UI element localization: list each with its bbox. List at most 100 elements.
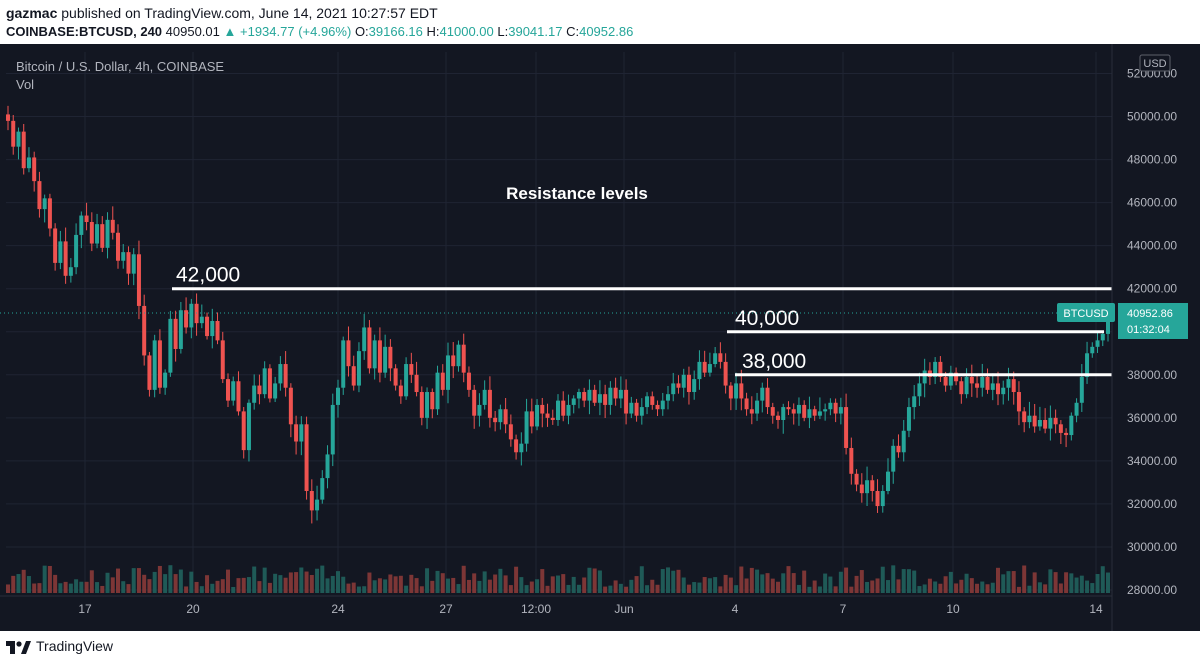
volume-bar [267, 582, 272, 593]
candle-body [938, 361, 943, 377]
candle-body [16, 131, 21, 147]
candle-body [833, 402, 838, 414]
footer: TradingView [0, 631, 1200, 663]
candle-body [870, 480, 875, 492]
volume-bar [922, 584, 927, 593]
resistance-label: 42,000 [176, 264, 240, 287]
y-tick-label: 42000.00 [1127, 282, 1177, 296]
candle-body [781, 407, 786, 420]
volume-bar [603, 586, 608, 593]
candle-body [168, 318, 173, 373]
y-tick-label: 36000.00 [1127, 411, 1177, 425]
candle-body [1022, 411, 1027, 423]
candle-body [477, 404, 482, 416]
candle-body [561, 400, 566, 416]
volume-bar [571, 576, 576, 593]
candle-body [713, 353, 718, 365]
candle-body [1074, 402, 1079, 416]
candle-body [618, 389, 623, 399]
candle-body [718, 353, 723, 362]
volume-bar [624, 586, 629, 593]
candle-body [1006, 379, 1011, 388]
candle-body [1011, 379, 1016, 393]
volume-bar [508, 585, 513, 593]
candle-body [215, 321, 220, 341]
candle-body [136, 254, 141, 306]
chart-area[interactable]: 42,000 40,000 38,000 52000.00 50000.00 48000… [0, 44, 1200, 631]
candle-body [63, 241, 68, 276]
volume-bar [1069, 573, 1074, 593]
candle-body [451, 355, 456, 367]
candle-body [686, 374, 691, 393]
candle-body [744, 398, 749, 410]
candle-body [592, 389, 597, 403]
candle-body [660, 400, 665, 410]
candle-body [236, 381, 241, 412]
volume-bar [896, 579, 901, 593]
candle-body [959, 381, 964, 395]
candle-body [1095, 340, 1100, 347]
volume-bar [26, 576, 31, 593]
volume-bar [718, 586, 723, 593]
volume-bar [587, 567, 592, 593]
candle-body [493, 417, 498, 423]
candle-body [1037, 419, 1042, 427]
last-price: 40950.01 [165, 24, 220, 39]
volume-bar [68, 583, 73, 593]
candle-body [393, 368, 398, 386]
volume-bar [393, 576, 398, 593]
candle-body [1001, 387, 1006, 395]
candle-body [1064, 432, 1069, 436]
volume-bar [975, 583, 980, 593]
volume-bar [671, 570, 676, 593]
volume-bar [356, 586, 361, 593]
volume-bar [430, 580, 435, 593]
volume-bar [634, 576, 639, 593]
candle-body [309, 491, 314, 511]
close-label: C: [566, 24, 580, 39]
volume-bar [100, 585, 105, 593]
candle-body [545, 413, 550, 418]
volume-bar [838, 571, 843, 593]
candle-body [1043, 419, 1048, 429]
volume-bar [142, 574, 147, 593]
volume-bar [529, 581, 534, 593]
candle-body [969, 376, 974, 384]
resistance-label: 38,000 [742, 350, 806, 373]
x-tick-label: 4 [732, 602, 739, 616]
candle-body [540, 404, 545, 414]
annotation-title: Resistance levels [506, 184, 648, 203]
volume-bar [770, 578, 775, 593]
volume-bar [341, 576, 346, 593]
volume-bar [226, 569, 230, 593]
volume-bar [325, 578, 330, 593]
candle-body [954, 372, 959, 382]
candle-body [121, 252, 126, 261]
currency-label[interactable]: USD [1139, 54, 1171, 72]
candle-body [498, 409, 503, 423]
volume-bar [351, 582, 356, 593]
volume-bar [315, 568, 320, 593]
tradingview-brand[interactable]: TradingView [36, 638, 114, 654]
volume-bar [728, 577, 733, 593]
candle-body [655, 404, 660, 410]
candle-body [587, 389, 592, 401]
volume-bar [84, 581, 89, 593]
author-name[interactable]: gazmac [6, 5, 58, 21]
volume-bar [493, 574, 498, 593]
volume-bar [215, 580, 220, 593]
tradingview-logo-icon[interactable] [6, 638, 32, 656]
candle-body [755, 400, 760, 414]
volume-bar [147, 579, 152, 593]
volume-bar [1027, 585, 1032, 593]
candle-body [68, 267, 73, 276]
symbol-label: COINBASE:BTCUSD, 240 [6, 24, 163, 39]
volume-bar [74, 579, 79, 593]
candle-body [409, 364, 414, 375]
y-tick-label: 30000.00 [1127, 540, 1177, 554]
volume-bar [1043, 584, 1048, 593]
candle-body [922, 370, 927, 384]
volume-bar [1090, 583, 1095, 593]
volume-bar [47, 565, 52, 593]
